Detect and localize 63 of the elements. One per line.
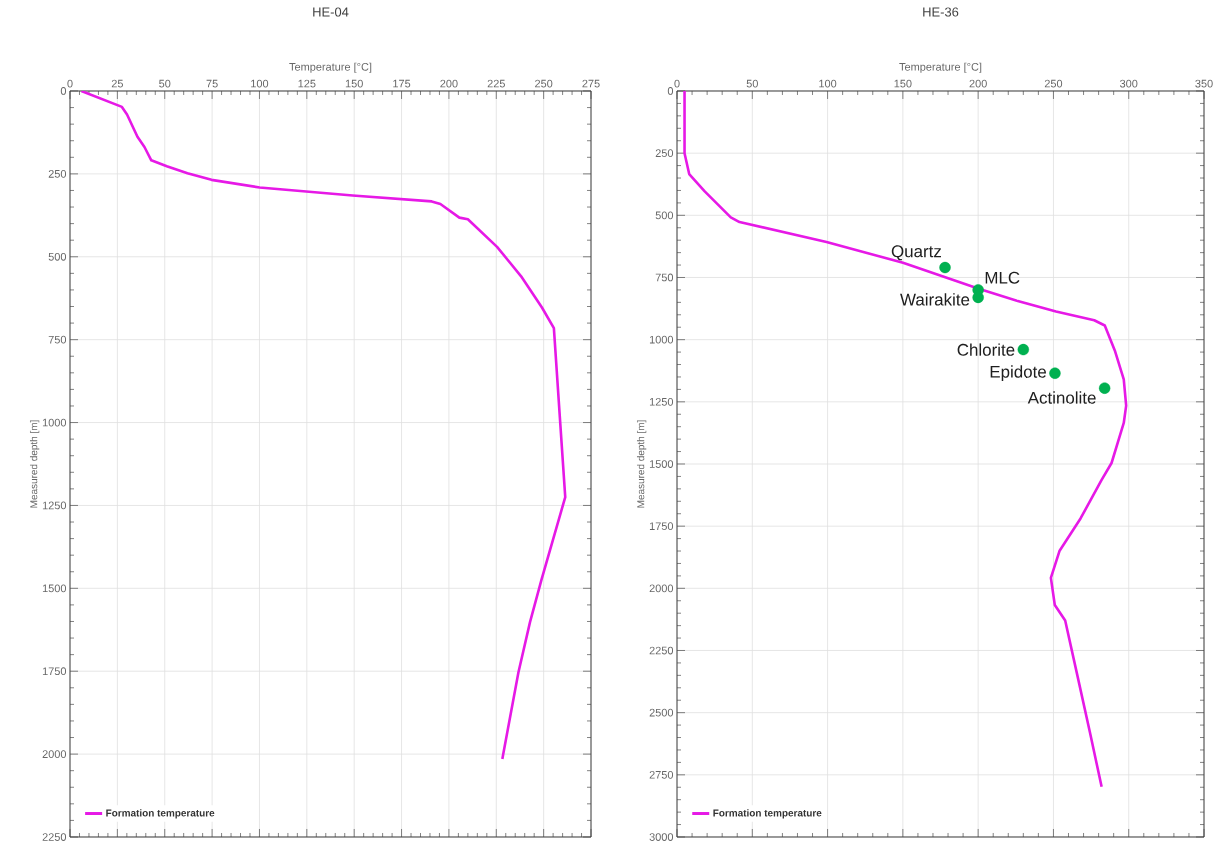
- x-tick-label: 300: [1120, 79, 1138, 88]
- y-tick-label: 500: [655, 211, 674, 220]
- y-tick-label: 750: [655, 273, 674, 282]
- point: [939, 261, 951, 274]
- x-tick-label: 150: [894, 79, 912, 88]
- annotation: Actinolite: [1027, 391, 1096, 404]
- y-tick-label: 1750: [42, 667, 67, 676]
- y-tick-label: 2000: [42, 750, 67, 758]
- line-series: [80, 90, 567, 761]
- y-axis-title: Measured depth [m]: [636, 420, 647, 508]
- y-axis-title: Measured depth [m]: [29, 420, 40, 508]
- x-tick-label: 200: [969, 79, 987, 88]
- y-tick-label: 500: [48, 252, 67, 261]
- y-tick-label: 2500: [649, 708, 674, 717]
- x-tick-label: 100: [819, 79, 837, 88]
- x-tick-label: 250: [535, 79, 553, 88]
- annotation: Chlorite: [957, 343, 1015, 356]
- x-tick-label: 50: [746, 79, 758, 88]
- y-tick-label: 1250: [649, 397, 674, 406]
- x-tick-label: 225: [487, 79, 505, 88]
- y-tick-label: 2250: [649, 646, 674, 655]
- y-tick-label: 1000: [42, 418, 67, 427]
- y-tick-label: 250: [48, 170, 67, 178]
- y-tick-label: 1250: [42, 501, 67, 510]
- x-tick-label: 0: [67, 79, 73, 88]
- y-tick-label: 1000: [649, 335, 674, 344]
- x-tick-label: 125: [298, 79, 316, 88]
- y-tick-label: 0: [60, 87, 67, 95]
- annotation: MLC: [985, 271, 1020, 284]
- x-tick-label: 350: [1195, 79, 1213, 88]
- point: [1017, 343, 1030, 356]
- line-series: [683, 90, 1128, 789]
- y-tick-label: 750: [48, 335, 67, 344]
- x-tick-label: 0: [674, 79, 680, 88]
- x-axis-title: Temperature [°C]: [289, 62, 372, 73]
- x-tick-label: 275: [582, 79, 600, 88]
- x-tick-label: 175: [393, 79, 411, 88]
- y-tick-label: 1750: [649, 522, 674, 531]
- x-tick-label: 75: [206, 79, 218, 88]
- y-tick-label: 1500: [42, 584, 67, 593]
- x-axis-title: Temperature [°C]: [899, 62, 982, 73]
- y-tick-label: 0: [667, 87, 674, 95]
- chart-title: HE-04: [313, 7, 349, 17]
- point: [1049, 367, 1061, 379]
- y-tick-label: 2250: [42, 833, 67, 841]
- legend-label: Formation temperature: [713, 809, 822, 819]
- x-tick-label: 50: [159, 79, 171, 88]
- annotation: Quartz: [891, 245, 941, 261]
- legend-label: Formation temperature: [106, 809, 215, 819]
- annotation: Epidote: [990, 365, 1046, 382]
- x-tick-label: 200: [440, 79, 458, 88]
- y-tick-label: 2750: [649, 770, 674, 779]
- x-tick-label: 25: [111, 79, 123, 88]
- y-tick-label: 3000: [649, 833, 674, 841]
- x-tick-label: 150: [345, 79, 363, 88]
- x-tick-label: 250: [1044, 79, 1063, 88]
- y-tick-label: 2000: [649, 584, 674, 593]
- y-tick-label: 1500: [649, 460, 674, 468]
- x-tick-label: 100: [251, 79, 269, 88]
- chart-title: HE-36: [923, 7, 959, 17]
- y-tick-label: 250: [655, 149, 674, 158]
- point: [1098, 382, 1111, 394]
- annotation: Wairakite: [900, 293, 970, 306]
